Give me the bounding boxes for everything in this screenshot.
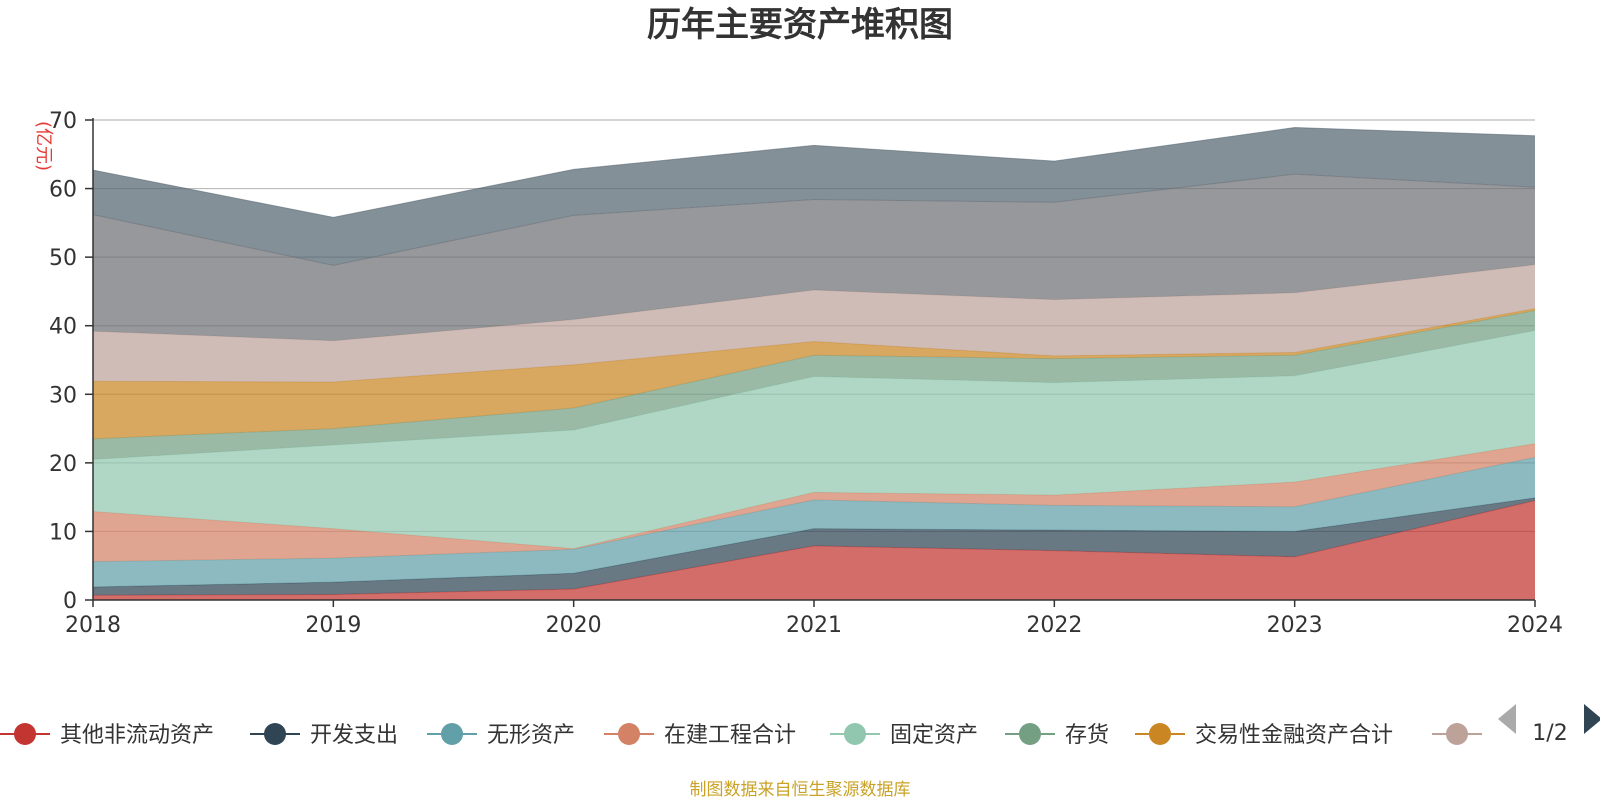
legend-circle-icon bbox=[1019, 723, 1041, 745]
area-series-2 bbox=[93, 457, 1535, 587]
y-tick-label: 50 bbox=[49, 246, 77, 271]
legend-circle-icon bbox=[1149, 723, 1171, 745]
y-tick-label: 70 bbox=[49, 109, 77, 134]
source-note: 制图数据来自恒生聚源数据库 bbox=[690, 780, 911, 800]
area-series-1 bbox=[93, 497, 1535, 596]
area-series-4 bbox=[93, 330, 1535, 549]
legend-item[interactable] bbox=[1432, 723, 1482, 745]
y-axis-unit: (亿元) bbox=[33, 121, 54, 171]
legend-circle-icon bbox=[844, 723, 866, 745]
legend-page-indicator: 1/2 bbox=[1532, 721, 1567, 746]
legend-item[interactable]: 开发支出 bbox=[250, 723, 398, 748]
legend-circle-icon bbox=[1446, 723, 1468, 745]
y-tick-label: 10 bbox=[49, 520, 77, 545]
legend-label: 固定资产 bbox=[890, 723, 978, 748]
axes: 0 10 20 30 40 50 60 70 2018 2019 2020 2021 2022 2023 2… bbox=[49, 109, 1563, 638]
y-tick-label: 60 bbox=[49, 178, 77, 203]
x-tick-label: 2022 bbox=[1026, 613, 1082, 638]
area-series-0 bbox=[93, 500, 1535, 600]
legend-pager: 1/2 bbox=[1498, 704, 1600, 746]
x-tick-label: 2019 bbox=[305, 613, 361, 638]
area-series-line-3 bbox=[92, 443, 1536, 550]
area-series-line-6 bbox=[92, 308, 1536, 383]
pager-prev-icon[interactable] bbox=[1498, 704, 1516, 734]
x-tick-label: 2024 bbox=[1507, 613, 1563, 638]
legend-label: 交易性金融资产合计 bbox=[1195, 723, 1393, 748]
area-series-5 bbox=[93, 310, 1535, 460]
y-tick-label: 20 bbox=[49, 452, 77, 477]
legend-item[interactable]: 存货 bbox=[1005, 723, 1109, 748]
legend-item[interactable]: 固定资产 bbox=[830, 723, 978, 748]
legend-label: 无形资产 bbox=[487, 723, 575, 748]
area-series-6 bbox=[93, 308, 1535, 439]
legend-circle-icon bbox=[618, 723, 640, 745]
legend-circle-icon bbox=[14, 723, 36, 745]
y-tick-label: 40 bbox=[49, 315, 77, 340]
legend-circle-icon bbox=[264, 723, 286, 745]
legend-label: 开发支出 bbox=[310, 723, 398, 748]
legend-item[interactable]: 无形资产 bbox=[427, 723, 575, 748]
y-tick-label: 0 bbox=[63, 589, 77, 614]
stacked-areas bbox=[92, 127, 1536, 600]
legend-label: 其他非流动资产 bbox=[60, 723, 214, 748]
legend-label: 存货 bbox=[1065, 723, 1109, 748]
chart-title: 历年主要资产堆积图 bbox=[647, 5, 953, 45]
x-tick-label: 2020 bbox=[546, 613, 602, 638]
legend-item[interactable]: 在建工程合计 bbox=[604, 723, 796, 748]
x-tick-label: 2021 bbox=[786, 613, 842, 638]
pager-next-icon[interactable] bbox=[1584, 704, 1600, 734]
x-tick-label: 2018 bbox=[65, 613, 121, 638]
area-series-7 bbox=[93, 264, 1535, 382]
legend-circle-icon bbox=[441, 723, 463, 745]
legend: 其他非流动资产 开发支出 无形资产 在建工程合计 固定资产 存货 交易性金融资产合计 bbox=[0, 723, 1482, 748]
legend-label: 在建工程合计 bbox=[664, 723, 796, 748]
legend-item[interactable]: 交易性金融资产合计 bbox=[1135, 723, 1393, 748]
x-tick-label: 2023 bbox=[1267, 613, 1323, 638]
area-series-8 bbox=[93, 174, 1535, 341]
area-series-9 bbox=[93, 127, 1535, 266]
area-series-line-9 bbox=[92, 127, 1536, 218]
legend-item[interactable]: 其他非流动资产 bbox=[0, 723, 214, 748]
area-series-3 bbox=[93, 443, 1535, 562]
y-tick-label: 30 bbox=[49, 383, 77, 408]
